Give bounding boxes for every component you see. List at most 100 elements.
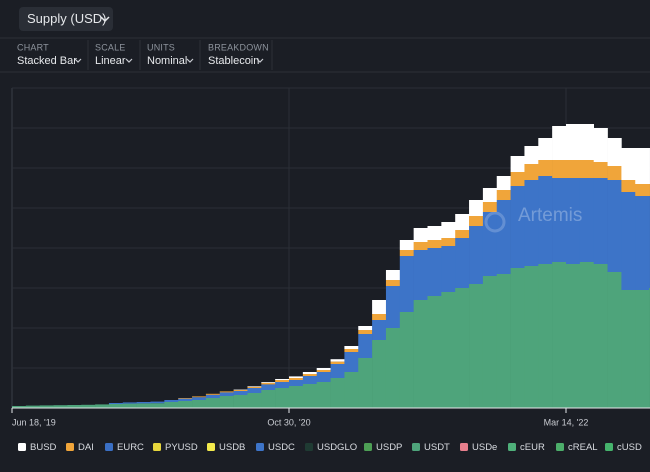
legend-item[interactable]: PYUSD [153, 442, 198, 453]
bar-segment [593, 264, 608, 408]
bar-segment [496, 274, 511, 408]
bar-segment [510, 172, 525, 186]
bar-segment [593, 178, 608, 264]
bar-segment [233, 391, 248, 395]
bar-segment [469, 200, 484, 216]
bars [12, 124, 650, 408]
control-label: CHART [17, 42, 49, 52]
legend-swatch [153, 443, 161, 451]
bar-segment [358, 334, 373, 358]
bar-segment [510, 156, 525, 172]
bar-segment [482, 276, 498, 408]
bar-segment [552, 160, 567, 178]
bar-segment [122, 403, 137, 408]
bar-segment [482, 202, 498, 212]
bar-segment [330, 378, 345, 408]
legend-label: DAI [78, 442, 94, 453]
control-value[interactable]: Linear [95, 55, 126, 67]
bar-segment [330, 361, 345, 364]
legend: BUSD DAI EURC PYUSD USDB USDC USDGLO USDP USDT US… [18, 442, 642, 453]
bar-segment [275, 382, 290, 388]
bar-segment [469, 216, 484, 226]
bar-segment [219, 391, 234, 393]
bar-segment [496, 176, 511, 190]
bar-segment [372, 300, 387, 314]
bar-segment [524, 146, 539, 164]
bar-segment [510, 268, 525, 408]
bar-segment [302, 372, 317, 374]
bar-segment [67, 405, 82, 408]
bar-segment [635, 184, 650, 196]
bar-segment [261, 382, 276, 385]
bar-segment [413, 300, 428, 408]
bar-segment [192, 400, 207, 408]
bar-segment [538, 160, 553, 176]
bar-segment [441, 292, 456, 408]
legend-item[interactable]: cUSD [605, 442, 642, 453]
legend-item[interactable]: USDB [207, 442, 245, 453]
bar-segment [385, 280, 401, 286]
bar-segment [621, 180, 636, 192]
bar-segment [621, 192, 636, 290]
bar-segment [385, 328, 401, 408]
legend-item[interactable]: EURC [105, 442, 144, 453]
bar-segment [275, 380, 290, 382]
bar-segment [275, 379, 290, 380]
legend-item[interactable]: USDGLO [305, 442, 357, 453]
legend-item[interactable]: DAI [66, 442, 94, 453]
legend-item[interactable]: USDC [256, 442, 295, 453]
metric-dropdown[interactable] [19, 7, 113, 31]
controls: CHART Stacked Bar SCALE Linear UNITS Nom… [0, 37, 650, 73]
bar-segment [302, 374, 317, 376]
bar-segment [552, 178, 567, 262]
bar-segment [566, 178, 581, 264]
bar-segment [579, 262, 594, 408]
chevron [74, 58, 82, 63]
legend-item[interactable]: cREAL [556, 442, 598, 453]
legend-item[interactable]: USDT [412, 442, 450, 453]
bar-segment [455, 288, 470, 408]
bar-segment [358, 330, 373, 334]
bar-segment [399, 256, 414, 312]
legend-swatch [605, 443, 613, 451]
legend-label: USDB [219, 442, 245, 453]
legend-item[interactable]: USDe [460, 442, 497, 453]
control-value[interactable]: Stacked Bar [17, 55, 77, 67]
bar-segment [275, 388, 290, 408]
legend-swatch [18, 443, 26, 451]
bar-segment [247, 386, 262, 388]
bar-segment [607, 166, 622, 180]
bar-segment [538, 176, 553, 264]
legend-item[interactable]: cEUR [508, 442, 545, 453]
bar-segment [164, 402, 179, 408]
bar-segment [441, 246, 456, 292]
bar-segment [53, 405, 68, 408]
bar-segment [482, 188, 498, 202]
bar-segment [205, 393, 221, 395]
legend-item[interactable]: USDP [364, 442, 402, 453]
legend-swatch [412, 443, 420, 451]
x-axis: Jun 18, '19 Oct 30, '20 Mar 14, '22 [11, 408, 588, 427]
bar-segment [385, 270, 401, 280]
bar-segment [621, 148, 636, 180]
bar-segment [510, 186, 525, 268]
bar-segment [178, 401, 193, 408]
control-label: BREAKDOWN [208, 42, 269, 52]
bar-segment [566, 264, 581, 408]
bar-segment [233, 395, 248, 408]
bar-segment [316, 370, 331, 372]
bar-segment [108, 403, 124, 404]
legend-label: BUSD [30, 442, 57, 453]
bar-segment [261, 390, 276, 408]
control-value[interactable]: Stablecoin [208, 55, 259, 67]
bar-segment [178, 398, 193, 399]
bar-segment [150, 403, 165, 408]
bar-segment [164, 400, 179, 402]
legend-label: USDP [376, 442, 402, 453]
legend-item[interactable]: BUSD [18, 442, 57, 453]
bar-segment [524, 180, 539, 266]
bar-segment [192, 396, 207, 398]
legend-swatch [207, 443, 215, 451]
control-value[interactable]: Nominal [147, 55, 187, 67]
